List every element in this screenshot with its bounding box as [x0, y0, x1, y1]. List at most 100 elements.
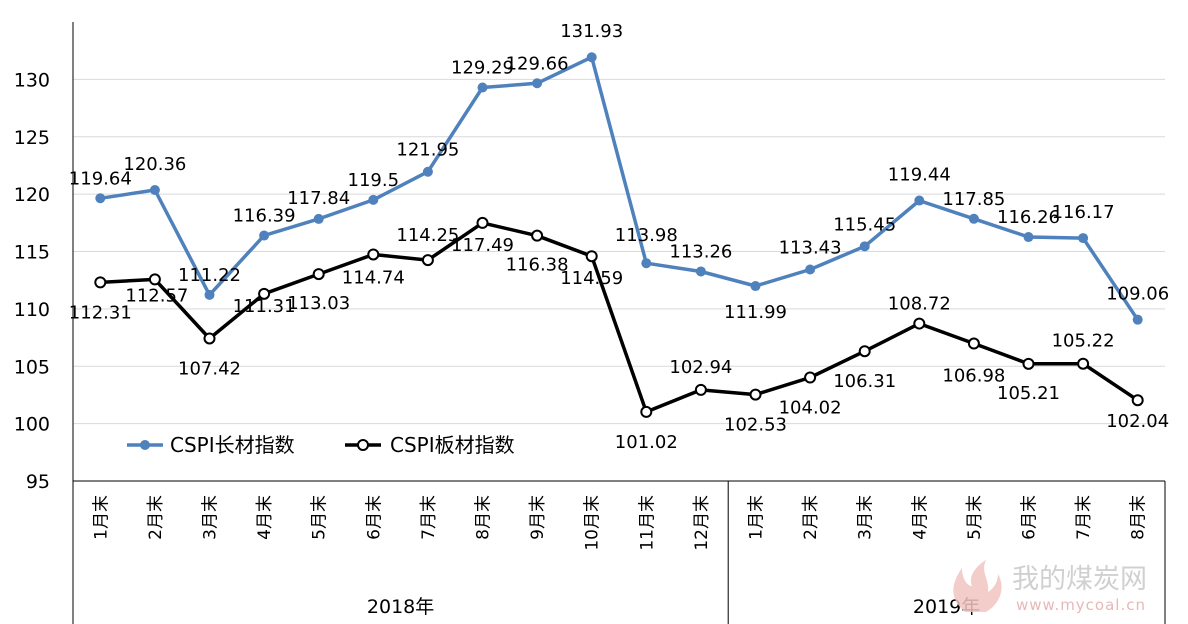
legend-label-long: CSPI长材指数: [170, 433, 295, 457]
data-label: 106.98: [942, 366, 1005, 387]
data-label: 129.29: [451, 58, 514, 79]
data-point: [1023, 232, 1034, 243]
data-point: [94, 276, 107, 289]
data-point: [641, 258, 652, 269]
x-category-label: 7月末: [419, 495, 439, 540]
data-point: [476, 216, 489, 229]
series-line: [100, 221, 1139, 414]
data-label: 102.04: [1106, 411, 1169, 432]
data-label: 121.95: [396, 140, 459, 161]
data-label: 116.26: [997, 207, 1060, 228]
data-point: [203, 332, 216, 345]
data-label: 116.39: [233, 206, 296, 227]
data-label: 119.5: [348, 170, 400, 191]
x-category-label: 3月末: [201, 495, 221, 540]
data-point: [858, 345, 871, 358]
data-point: [859, 241, 870, 252]
data-label: 113.03: [287, 293, 350, 314]
gridlines: [73, 78, 1165, 425]
data-label: 114.74: [342, 267, 405, 288]
data-label: 111.99: [724, 302, 787, 323]
data-point: [477, 82, 488, 93]
x-category-label: 10月末: [583, 495, 603, 551]
y-tick-label: 125: [14, 127, 50, 149]
data-label: 116.17: [1052, 202, 1115, 223]
data-point: [694, 383, 707, 396]
data-point: [1131, 394, 1144, 407]
data-point: [421, 254, 434, 267]
data-label: 101.02: [615, 432, 678, 453]
watermark-brand: 我的煤炭网: [1012, 564, 1147, 595]
data-point: [258, 287, 271, 300]
data-point: [1132, 314, 1143, 325]
data-label: 120.36: [123, 154, 186, 175]
data-label: 111.22: [178, 265, 241, 286]
data-point: [313, 213, 324, 224]
data-label: 129.66: [506, 53, 569, 74]
watermark: 我的煤炭网 www.mycoal.cn: [953, 560, 1147, 614]
data-point: [968, 213, 979, 224]
data-point: [531, 229, 544, 242]
data-point: [368, 194, 379, 205]
data-label: 116.38: [506, 255, 569, 276]
data-point: [586, 52, 597, 63]
y-tick-label: 100: [14, 414, 50, 436]
data-label: 104.02: [779, 397, 842, 418]
x-category-label: 2月末: [801, 495, 821, 540]
data-point: [695, 266, 706, 277]
data-label: 117.84: [287, 188, 350, 209]
data-point: [914, 195, 925, 206]
legend-marker-plate: [357, 439, 369, 451]
data-label: 113.43: [779, 238, 842, 259]
data-label: 102.53: [724, 415, 787, 436]
data-point: [750, 281, 761, 292]
x-category-label: 1月末: [91, 495, 111, 540]
x-group-label: 2018年: [367, 596, 434, 618]
data-point: [967, 337, 980, 350]
data-point: [312, 268, 325, 281]
data-label: 105.21: [997, 383, 1060, 404]
y-axis-tick-labels: 95 100 105 110 115 120 125 130: [14, 69, 50, 493]
data-label: 131.93: [560, 21, 623, 42]
data-label: 114.59: [560, 268, 623, 289]
data-point: [148, 273, 161, 286]
data-label: 111.31: [233, 296, 296, 317]
series-line: [100, 55, 1140, 321]
y-tick-label: 110: [14, 299, 50, 321]
x-category-label: 11月末: [637, 495, 657, 551]
y-tick-label: 120: [14, 184, 50, 206]
data-point: [367, 248, 380, 261]
data-point: [749, 388, 762, 401]
data-point: [532, 78, 543, 89]
data-label: 115.45: [833, 214, 896, 235]
data-label: 105.22: [1052, 331, 1115, 352]
x-category-label: 9月末: [528, 495, 548, 540]
data-label: 117.85: [942, 189, 1005, 210]
x-category-label: 5月末: [310, 495, 330, 540]
data-point: [422, 166, 433, 177]
data-point: [1077, 357, 1090, 370]
data-label: 119.64: [69, 168, 132, 189]
data-point: [149, 184, 160, 195]
data-label: 102.94: [669, 357, 732, 378]
x-category-label: 5月末: [965, 495, 985, 540]
data-point: [804, 371, 817, 384]
data-point: [805, 264, 816, 275]
x-category-label: 8月末: [474, 495, 494, 540]
data-label: 117.49: [451, 235, 514, 256]
legend-label-plate: CSPI板材指数: [390, 433, 515, 457]
y-tick-label: 130: [14, 69, 50, 91]
x-category-label: 6月末: [364, 495, 384, 540]
flame-logo-icon: [953, 560, 1002, 612]
data-label: 119.44: [888, 165, 951, 186]
data-label: 106.31: [833, 371, 896, 392]
data-label: 112.31: [69, 302, 132, 323]
watermark-url: www.mycoal.cn: [1016, 596, 1146, 614]
data-point: [1078, 233, 1089, 244]
x-category-label: 4月末: [910, 495, 930, 540]
data-label: 109.06: [1106, 284, 1169, 305]
x-category-label: 1月末: [747, 495, 767, 540]
data-label: 108.72: [888, 294, 951, 315]
